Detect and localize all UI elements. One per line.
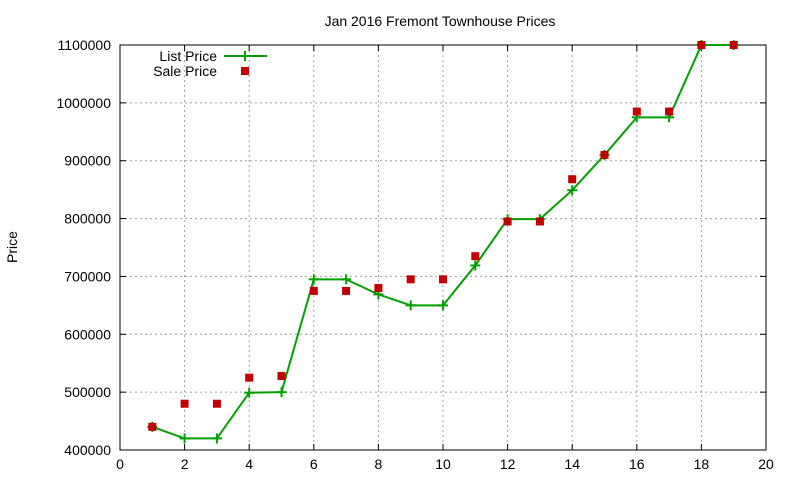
x-tick-label: 14 xyxy=(564,456,580,472)
sale-price-point xyxy=(148,422,157,431)
sale-price-point xyxy=(374,284,383,292)
sale-price-point xyxy=(600,150,609,159)
x-tick-label: 12 xyxy=(500,456,516,472)
list-price-point xyxy=(179,433,190,444)
sale-price-point xyxy=(632,107,641,116)
y-tick-label: 400000 xyxy=(64,442,111,458)
sale-price-point xyxy=(665,107,674,116)
x-tick-label: 0 xyxy=(116,456,124,472)
sale-price-point xyxy=(535,217,544,226)
x-tick-label: 16 xyxy=(629,456,645,472)
chart-title: Jan 2016 Fremont Townhouse Prices xyxy=(325,13,556,29)
sale-price-point xyxy=(471,252,480,261)
y-tick-label: 800000 xyxy=(64,211,111,227)
sale-price-point xyxy=(245,373,254,382)
list-price-point xyxy=(341,274,352,285)
y-tick-label: 900000 xyxy=(64,153,111,169)
legend-marker-sale-price xyxy=(241,67,249,75)
sale-price-point xyxy=(342,286,351,295)
x-tick-label: 8 xyxy=(375,456,383,472)
x-tick-label: 18 xyxy=(694,456,710,472)
list-price-point xyxy=(308,274,319,285)
legend-marker-list-price xyxy=(240,51,250,61)
x-tick-label: 20 xyxy=(758,456,774,472)
sale-price-point xyxy=(729,41,738,49)
sale-price-point xyxy=(503,217,512,226)
list-price-point xyxy=(567,185,578,196)
y-axis-label: Price xyxy=(4,231,20,263)
x-tick-label: 2 xyxy=(181,456,189,472)
list-price-point xyxy=(438,300,448,311)
series-layer xyxy=(147,40,739,444)
y-tick-label: 700000 xyxy=(64,268,111,284)
sale-price-point xyxy=(439,275,447,284)
grid-lines xyxy=(120,45,766,450)
legend-label-sale-price: Sale Price xyxy=(153,63,217,79)
sale-price-point xyxy=(277,371,286,380)
list-price-point xyxy=(276,387,287,398)
y-tick-label: 500000 xyxy=(64,384,111,400)
y-tick-label: 600000 xyxy=(64,326,111,342)
sale-price-point xyxy=(568,175,577,184)
x-tick-label: 6 xyxy=(310,456,318,472)
list-price-point xyxy=(211,433,222,444)
legend-label-list-price: List Price xyxy=(159,48,217,64)
list-price-point xyxy=(405,300,416,311)
list-price-point xyxy=(470,260,481,271)
legend: List Price Sale Price xyxy=(153,48,267,79)
list-price-point xyxy=(244,387,255,398)
sale-price-point xyxy=(406,275,415,284)
x-tick-label: 10 xyxy=(435,456,451,472)
sale-price-point xyxy=(697,41,706,49)
sale-price-point xyxy=(180,399,189,408)
sale-price-point xyxy=(212,399,221,408)
sale-price-point xyxy=(309,286,318,295)
axis-ticks: 0 2 4 6 8 10 12 14 16 18 20 400000 500000 600000 70000… xyxy=(56,37,774,472)
y-tick-label: 1100000 xyxy=(58,37,112,53)
x-tick-label: 4 xyxy=(245,456,253,472)
y-tick-label: 1000000 xyxy=(56,95,111,111)
